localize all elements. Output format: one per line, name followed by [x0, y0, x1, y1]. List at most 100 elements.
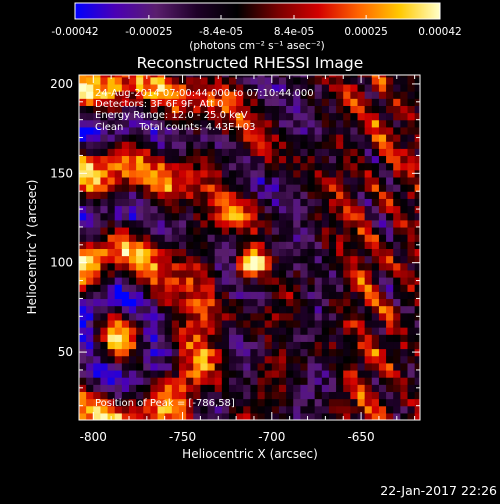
heatmap-cell: [343, 234, 351, 242]
heatmap-cell: [157, 362, 166, 371]
heatmap-cell: [378, 98, 387, 106]
heatmap-cell: [343, 226, 351, 235]
heatmap-cell: [107, 212, 116, 221]
heatmap-cell: [79, 248, 87, 257]
heatmap-cell: [307, 234, 316, 242]
heatmap-cell: [271, 91, 280, 99]
heatmap-cell: [114, 226, 123, 235]
heatmap-cell: [228, 112, 237, 121]
heatmap-cell: [121, 205, 130, 214]
heatmap-cell: [328, 212, 337, 221]
heatmap-cell: [350, 398, 359, 407]
heatmap-cell: [86, 291, 94, 300]
heatmap-cell: [186, 298, 194, 307]
colorbar-tick-label: -8.4e-05: [199, 26, 243, 38]
heatmap-cell: [214, 355, 223, 364]
heatmap-cell: [264, 327, 273, 335]
heatmap-cell: [171, 91, 180, 99]
heatmap-cell: [271, 384, 280, 392]
heatmap-cell: [136, 405, 144, 414]
heatmap-cell: [264, 305, 273, 314]
heatmap-cell: [107, 234, 116, 242]
heatmap-cell: [307, 76, 316, 85]
heatmap-cell: [193, 305, 202, 314]
heatmap-cell: [371, 205, 380, 214]
heatmap-cell: [178, 377, 187, 385]
heatmap-cell: [343, 391, 351, 400]
heatmap-cell: [164, 169, 173, 178]
heatmap-cell: [200, 391, 209, 400]
heatmap-cell: [314, 241, 323, 249]
heatmap-cell: [343, 305, 351, 314]
heatmap-cell: [393, 212, 401, 221]
heatmap-cell: [407, 98, 416, 106]
heatmap-cell: [100, 269, 109, 278]
heatmap-cell: [128, 98, 137, 106]
heatmap-cell: [378, 234, 387, 242]
heatmap-cell: [114, 377, 123, 385]
heatmap-cell: [100, 169, 109, 178]
heatmap-cell: [100, 412, 109, 420]
heatmap-cell: [364, 205, 373, 214]
heatmap-cell: [186, 312, 194, 321]
heatmap-cell: [93, 341, 102, 350]
heatmap-cell: [293, 191, 301, 199]
heatmap-cell: [264, 412, 273, 420]
heatmap-cell: [328, 83, 337, 92]
heatmap-cell: [307, 341, 316, 350]
heatmap-cell: [207, 377, 216, 385]
heatmap-cell: [200, 284, 209, 292]
heatmap-cell: [407, 176, 416, 185]
heatmap-cell: [128, 284, 137, 292]
colorbar-tick-label: 0.00025: [344, 26, 387, 38]
heatmap-cell: [93, 369, 102, 378]
heatmap-cell: [93, 198, 102, 207]
heatmap-cell: [307, 98, 316, 106]
heatmap-cell: [107, 191, 116, 199]
heatmap-cell: [107, 298, 116, 307]
heatmap-cell: [371, 126, 380, 135]
heatmap-cell: [128, 405, 137, 414]
heatmap-cell: [157, 327, 166, 335]
heatmap-cell: [100, 184, 109, 192]
heatmap-cell: [407, 348, 416, 357]
heatmap-cell: [243, 312, 251, 321]
heatmap-cell: [128, 234, 137, 242]
heatmap-cell: [307, 255, 316, 264]
heatmap-cell: [250, 377, 259, 385]
heatmap-cell: [321, 298, 330, 307]
heatmap-cell: [378, 319, 387, 328]
heatmap-cell: [243, 284, 251, 292]
heatmap-cell: [107, 169, 116, 178]
heatmap-cell: [400, 298, 409, 307]
heatmap-cell: [407, 226, 416, 235]
heatmap-cell: [293, 334, 301, 342]
heatmap-cell: [307, 169, 316, 178]
heatmap-cell: [400, 105, 409, 114]
heatmap-cell: [100, 241, 109, 249]
heatmap-cell: [100, 276, 109, 285]
heatmap-cell: [186, 398, 194, 407]
heatmap-cell: [336, 184, 344, 192]
heatmap-cell: [328, 262, 337, 271]
heatmap-cell: [293, 148, 301, 157]
heatmap-cell: [336, 133, 344, 142]
heatmap-cell: [343, 91, 351, 99]
heatmap-cell: [200, 276, 209, 285]
heatmap-cell: [343, 262, 351, 271]
heatmap-cell: [386, 269, 394, 278]
heatmap-cell: [236, 155, 244, 164]
heatmap-cell: [350, 83, 359, 92]
heatmap-cell: [100, 305, 109, 314]
heatmap-cell: [357, 226, 366, 235]
heatmap-cell: [307, 291, 316, 300]
heatmap-cell: [171, 169, 180, 178]
heatmap-cell: [293, 105, 301, 114]
heatmap-cell: [114, 176, 123, 185]
heatmap-cell: [171, 75, 180, 78]
heatmap-cell: [350, 412, 359, 420]
heatmap-cell: [243, 241, 251, 249]
heatmap-cell: [136, 155, 144, 164]
heatmap-cell: [307, 91, 316, 99]
